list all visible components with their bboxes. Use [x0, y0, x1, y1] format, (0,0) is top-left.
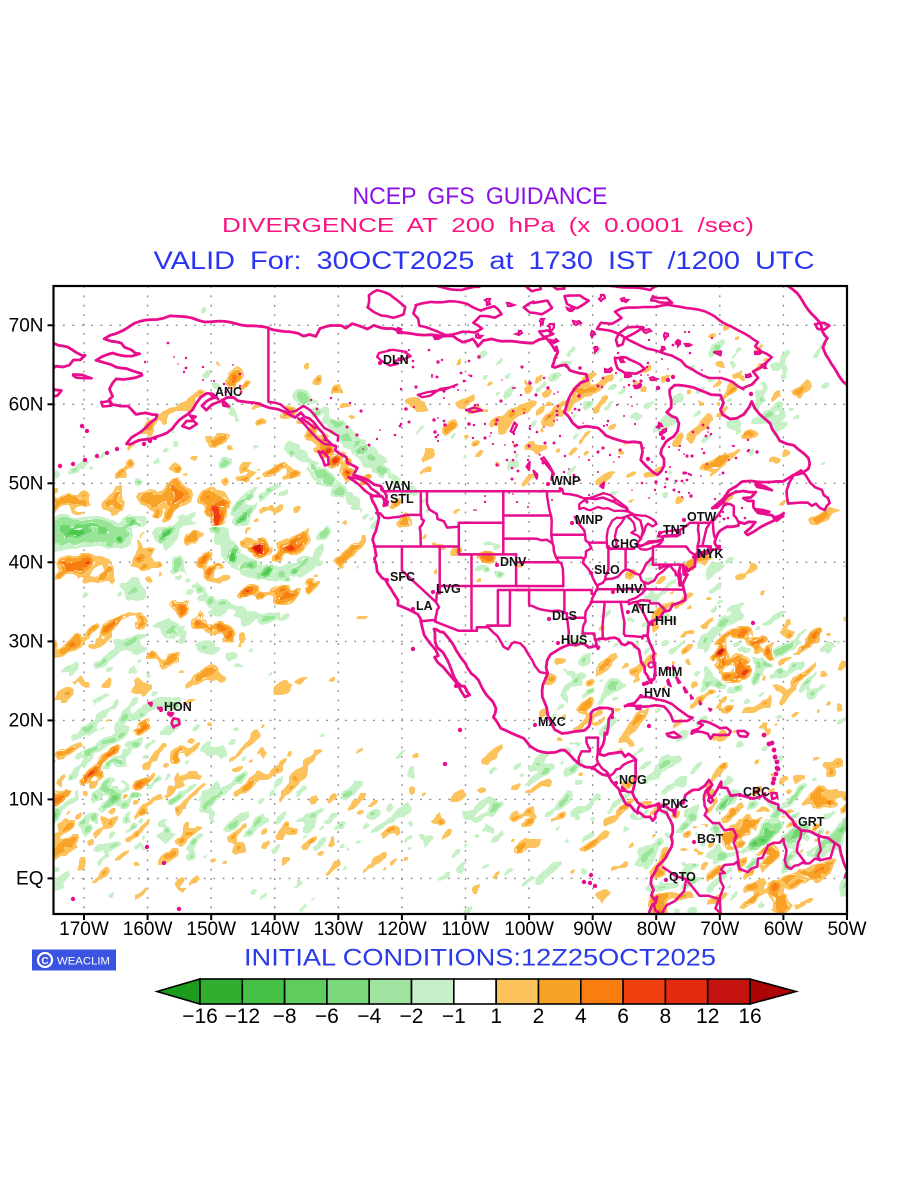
svg-text:LVG: LVG — [436, 582, 461, 596]
svg-text:C: C — [41, 956, 48, 967]
svg-text:1: 1 — [490, 1005, 502, 1028]
svg-text:HUS: HUS — [561, 633, 587, 647]
svg-text:NHV: NHV — [616, 582, 643, 596]
svg-text:DLS: DLS — [552, 609, 577, 623]
svg-text:TNT: TNT — [663, 523, 688, 537]
svg-text:60N: 60N — [9, 394, 44, 415]
svg-text:−8: −8 — [273, 1005, 297, 1028]
svg-text:WNP: WNP — [551, 474, 580, 488]
svg-text:EQ: EQ — [16, 868, 43, 889]
svg-text:50W: 50W — [827, 919, 866, 940]
svg-text:VAN: VAN — [385, 479, 410, 493]
svg-text:70W: 70W — [700, 919, 739, 940]
svg-text:−4: −4 — [357, 1005, 381, 1028]
svg-text:ATL: ATL — [631, 602, 655, 616]
svg-text:20N: 20N — [9, 710, 44, 731]
svg-text:DLN: DLN — [383, 353, 409, 367]
svg-text:SLO: SLO — [594, 563, 620, 577]
svg-text:170W: 170W — [59, 919, 109, 940]
svg-text:MIM: MIM — [658, 665, 682, 679]
svg-text:MNP: MNP — [575, 513, 603, 527]
svg-text:−2: −2 — [400, 1005, 424, 1028]
svg-text:50N: 50N — [9, 473, 44, 494]
svg-text:160W: 160W — [123, 919, 173, 940]
svg-text:150W: 150W — [186, 919, 236, 940]
svg-text:40N: 40N — [9, 552, 44, 573]
svg-text:2: 2 — [533, 1005, 545, 1028]
svg-text:WEACLIM: WEACLIM — [57, 956, 110, 968]
svg-text:NCG: NCG — [619, 773, 647, 787]
svg-text:16: 16 — [738, 1005, 761, 1028]
svg-text:PNC: PNC — [662, 797, 688, 811]
svg-text:HVN: HVN — [644, 686, 670, 700]
svg-text:110W: 110W — [441, 919, 489, 940]
svg-text:OTW: OTW — [687, 510, 716, 524]
svg-text:−1: −1 — [442, 1005, 466, 1028]
svg-text:CRC: CRC — [743, 785, 770, 799]
svg-text:QTO: QTO — [669, 870, 696, 884]
svg-text:STL: STL — [390, 492, 414, 506]
svg-text:140W: 140W — [250, 919, 300, 940]
svg-text:HON: HON — [164, 700, 192, 714]
svg-text:70N: 70N — [9, 315, 44, 336]
svg-text:NCEP GFS GUIDANCE: NCEP GFS GUIDANCE — [353, 183, 608, 210]
svg-text:BGT: BGT — [697, 832, 724, 846]
svg-text:12: 12 — [696, 1005, 719, 1028]
svg-text:100W: 100W — [504, 919, 554, 940]
svg-text:HHI: HHI — [655, 614, 677, 628]
svg-text:SFC: SFC — [390, 570, 415, 584]
svg-text:DNV: DNV — [500, 555, 527, 569]
svg-text:4: 4 — [575, 1005, 587, 1028]
svg-text:−16: −16 — [182, 1005, 218, 1028]
svg-text:60W: 60W — [764, 919, 803, 940]
svg-text:80W: 80W — [637, 919, 676, 940]
svg-text:INITIAL CONDITIONS:12Z25OCT202: INITIAL CONDITIONS:12Z25OCT2025 — [244, 945, 716, 972]
svg-text:LA: LA — [416, 599, 433, 613]
svg-text:6: 6 — [617, 1005, 629, 1028]
svg-text:DIVERGENCE AT 200 hPa (x 0.000: DIVERGENCE AT 200 hPa (x 0.0001 /sec) — [222, 215, 754, 237]
svg-text:130W: 130W — [313, 919, 363, 940]
svg-text:GRT: GRT — [798, 815, 825, 829]
svg-text:30N: 30N — [9, 631, 44, 652]
svg-text:8: 8 — [660, 1005, 672, 1028]
svg-text:ANC: ANC — [215, 385, 242, 399]
svg-text:MXC: MXC — [538, 715, 566, 729]
svg-text:120W: 120W — [377, 919, 427, 940]
svg-text:VALID For: 30OCT2025 at 1730 I: VALID For: 30OCT2025 at 1730 IST /1200 U… — [154, 247, 815, 275]
svg-text:−12: −12 — [224, 1005, 260, 1028]
svg-text:10N: 10N — [9, 789, 44, 810]
svg-text:NYK: NYK — [697, 547, 723, 561]
svg-text:90W: 90W — [573, 919, 612, 940]
svg-text:CHG: CHG — [611, 537, 639, 551]
svg-text:−6: −6 — [315, 1005, 339, 1028]
